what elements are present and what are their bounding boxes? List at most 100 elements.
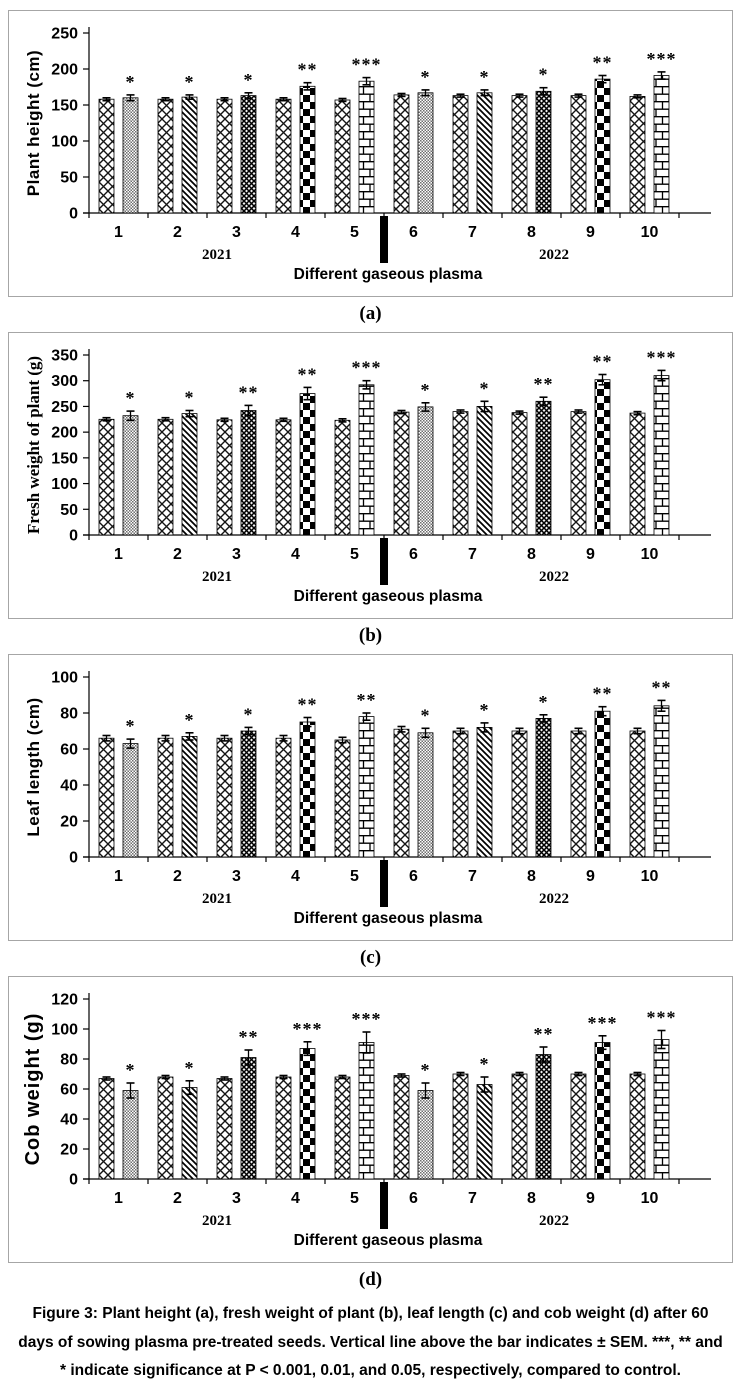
x-category-label: 6 (409, 224, 418, 241)
treatment-bar (299, 393, 316, 536)
year-label-right: 2022 (539, 1213, 569, 1229)
treatment-bar (417, 92, 434, 214)
control-bar (452, 730, 469, 858)
error-bar (515, 1071, 524, 1077)
error-bar (362, 712, 371, 721)
x-axis-title: Different gaseous plasma (294, 1232, 483, 1249)
y-tick-label: 80 (60, 706, 78, 723)
x-category-label: 10 (641, 868, 659, 885)
error-bar (574, 93, 583, 98)
error-bar (244, 726, 253, 736)
error-bar (456, 93, 465, 98)
control-bar (393, 94, 410, 214)
significance-marker: * (185, 710, 195, 730)
significance-marker: * (244, 70, 254, 90)
treatment-bar (122, 415, 139, 536)
significance-marker: *** (352, 358, 382, 378)
error-bar (397, 92, 406, 98)
treatment-bar (417, 406, 434, 536)
significance-marker: *** (647, 347, 677, 367)
significance-marker: ** (298, 364, 318, 384)
control-bar (452, 95, 469, 214)
panel-label-a: (a) (359, 303, 382, 324)
error-bar (279, 1074, 288, 1080)
x-category-label: 10 (641, 1190, 659, 1207)
treatment-bar (358, 384, 375, 536)
error-bar (102, 1076, 111, 1081)
y-tick-label: 150 (51, 450, 78, 467)
x-category-label: 8 (527, 546, 536, 563)
control-bar (216, 98, 233, 214)
treatment-bar (653, 1039, 670, 1180)
figure-caption: Figure 3: Plant height (a), fresh weight… (18, 1305, 723, 1380)
x-category-label: 4 (291, 868, 300, 885)
x-category-label: 7 (468, 1190, 477, 1207)
error-bar (244, 404, 253, 417)
control-bar (629, 730, 646, 858)
year-label-left: 2021 (202, 569, 232, 585)
error-bar (539, 86, 548, 96)
control-bar (629, 96, 646, 214)
treatment-bar (240, 730, 257, 858)
error-bar (185, 94, 194, 100)
treatment-bar (240, 410, 257, 536)
control-bar (334, 739, 351, 858)
year-label-right: 2022 (539, 569, 569, 585)
control-bar (98, 98, 115, 214)
significance-marker: * (126, 72, 136, 92)
error-bar (185, 1080, 194, 1096)
treatment-bar (535, 1054, 552, 1180)
significance-marker: * (185, 72, 195, 92)
treatment-bar (653, 375, 670, 536)
y-tick-label: 120 (51, 992, 78, 1009)
control-bar (216, 737, 233, 858)
x-category-label: 7 (468, 546, 477, 563)
bar-chart-plant-height: 0 50 100 150 200 250 * 1 * 2 * 3 ** 4 *** 5 * 6 * 7 * 8 ** 9 ***… (24, 26, 711, 283)
error-bar (539, 713, 548, 723)
significance-marker: * (126, 716, 136, 736)
error-bar (633, 410, 642, 416)
control-bar (275, 419, 292, 536)
significance-marker: ** (652, 677, 672, 697)
control-bar (570, 95, 587, 214)
y-tick-label: 100 (51, 670, 78, 687)
x-category-label: 3 (232, 224, 241, 241)
error-bar (397, 1073, 406, 1078)
panel-label-b: (b) (358, 625, 383, 646)
treatment-bar (240, 95, 257, 214)
treatment-bar (181, 736, 198, 858)
error-bar (126, 94, 135, 102)
year-divider (380, 1182, 388, 1229)
error-bar (633, 1071, 642, 1077)
error-bar (397, 409, 406, 415)
significance-marker: * (126, 1060, 136, 1080)
error-bar (338, 418, 347, 423)
control-bar (511, 1073, 528, 1180)
error-bar (574, 727, 583, 735)
error-bar (657, 71, 666, 80)
treatment-bar (594, 1042, 611, 1180)
treatment-bar (535, 400, 552, 536)
error-bar (161, 416, 170, 422)
x-category-label: 3 (232, 546, 241, 563)
error-bar (421, 402, 430, 412)
x-category-label: 5 (350, 546, 359, 563)
error-bar (185, 409, 194, 418)
significance-marker: *** (293, 1019, 323, 1039)
year-label-left: 2021 (202, 891, 232, 907)
error-bar (102, 97, 111, 102)
error-bar (362, 1031, 371, 1054)
panel-label-d: (d) (358, 1269, 383, 1290)
y-tick-label: 350 (51, 348, 78, 365)
error-bar (598, 74, 607, 84)
x-axis-title: Different gaseous plasma (294, 910, 483, 927)
control-bar (157, 1076, 174, 1180)
error-bar (161, 97, 170, 102)
error-bar (279, 417, 288, 423)
treatment-bar (240, 1057, 257, 1180)
control-bar (511, 730, 528, 858)
treatment-bar (535, 718, 552, 858)
x-category-label: 6 (409, 868, 418, 885)
y-tick-label: 40 (60, 1112, 78, 1129)
